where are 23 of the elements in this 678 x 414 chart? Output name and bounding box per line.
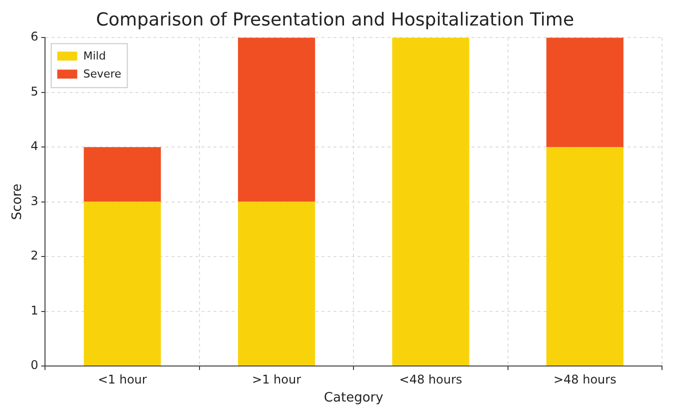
bar bbox=[392, 38, 470, 366]
y-axis-title: Score bbox=[10, 184, 26, 220]
bar bbox=[238, 38, 316, 202]
x-tick-label: >48 hours bbox=[553, 372, 616, 386]
x-axis-title: Category bbox=[324, 390, 384, 406]
y-tick-label: 5 bbox=[30, 84, 38, 98]
bar bbox=[84, 147, 161, 202]
bar bbox=[546, 38, 624, 148]
y-tick-label: 4 bbox=[30, 139, 38, 154]
legend-label: Severe bbox=[83, 67, 122, 80]
y-tick-label: 2 bbox=[30, 248, 38, 263]
x-tick-label: <48 hours bbox=[399, 372, 462, 386]
bar bbox=[238, 202, 316, 366]
chart-title: Comparison of Presentation and Hospitalization Time bbox=[96, 9, 574, 30]
y-tick-label: 3 bbox=[30, 194, 38, 208]
y-tick-label: 1 bbox=[30, 303, 38, 318]
x-tick-label: >1 hour bbox=[252, 372, 302, 386]
y-tick-label: 6 bbox=[30, 30, 38, 44]
x-tick-label: <1 hour bbox=[98, 372, 147, 386]
y-tick-label: 0 bbox=[30, 358, 38, 372]
bar bbox=[546, 147, 624, 366]
bar bbox=[84, 202, 161, 366]
legend-label: Mild bbox=[83, 49, 106, 62]
